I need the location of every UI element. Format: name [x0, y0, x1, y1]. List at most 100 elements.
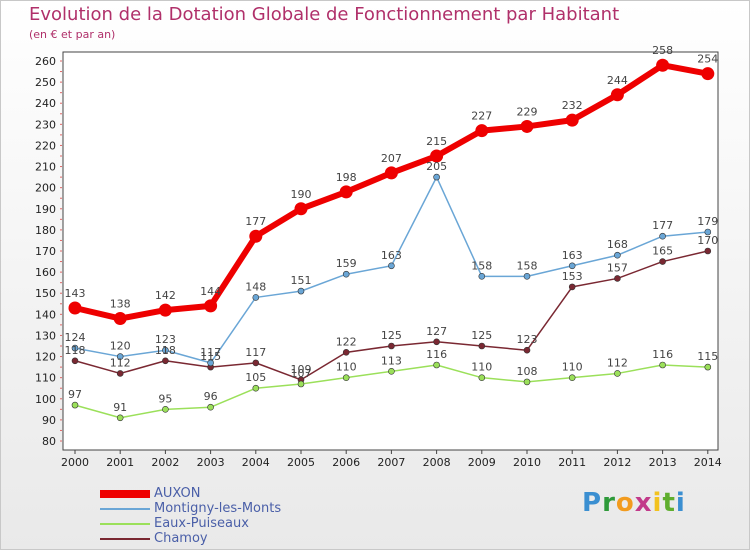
y-tick-label: 250 — [35, 76, 56, 89]
data-point-eaux-puiseaux — [478, 374, 486, 381]
data-point-auxon — [249, 229, 263, 243]
data-point-auxon — [294, 202, 308, 216]
x-tick-label: 2013 — [649, 456, 677, 469]
data-point-montigny-les-monts — [659, 232, 666, 240]
y-tick-label: 110 — [35, 372, 56, 385]
data-point-eaux-puiseaux — [614, 370, 621, 377]
data-label-chamoy: 122 — [336, 335, 357, 348]
legend-item-auxon: AUXON — [100, 486, 281, 501]
x-tick-label: 2002 — [151, 456, 179, 469]
data-label-chamoy: 157 — [607, 261, 628, 274]
data-label-chamoy: 118 — [65, 344, 86, 357]
data-point-chamoy — [568, 283, 576, 291]
data-point-auxon — [204, 299, 218, 313]
data-point-auxon — [520, 119, 534, 133]
data-label-eaux-puiseaux: 116 — [426, 348, 447, 361]
legend-label-auxon: AUXON — [154, 486, 201, 501]
data-label-chamoy: 118 — [155, 344, 176, 357]
data-label-eaux-puiseaux: 96 — [204, 390, 218, 403]
data-point-montigny-les-monts — [704, 228, 712, 236]
data-point-auxon — [565, 113, 579, 127]
data-point-chamoy — [478, 342, 486, 350]
data-point-auxon — [701, 67, 715, 81]
data-point-eaux-puiseaux — [71, 401, 79, 409]
data-label-chamoy: 153 — [562, 270, 583, 283]
legend: AUXON Montigny-les-Monts Eaux-Puiseaux C… — [100, 486, 281, 546]
legend-swatch-montigny — [100, 507, 150, 510]
data-label-montigny-les-monts: 179 — [697, 215, 718, 228]
data-point-chamoy — [433, 338, 440, 346]
data-label-auxon: 229 — [517, 105, 538, 118]
data-point-chamoy — [388, 342, 395, 350]
y-tick-label: 220 — [35, 139, 56, 152]
data-point-eaux-puiseaux — [207, 403, 214, 411]
legend-swatch-eaux-puiseaux — [100, 522, 150, 525]
data-label-auxon: 232 — [562, 99, 583, 112]
data-point-auxon — [339, 185, 353, 199]
legend-item-montigny: Montigny-les-Monts — [100, 501, 281, 516]
y-tick-label: 150 — [35, 287, 56, 300]
legend-label-chamoy: Chamoy — [154, 531, 208, 546]
data-point-auxon — [430, 149, 444, 163]
y-tick-label: 170 — [35, 245, 56, 258]
data-point-eaux-puiseaux — [297, 380, 305, 388]
x-tick-label: 2011 — [558, 456, 586, 469]
data-label-auxon: 258 — [652, 44, 673, 57]
data-label-montigny-les-monts: 148 — [245, 280, 266, 293]
data-point-chamoy — [523, 346, 531, 354]
data-point-montigny-les-monts — [568, 262, 576, 270]
data-point-eaux-puiseaux — [252, 384, 260, 392]
data-label-montigny-les-monts: 158 — [517, 259, 538, 272]
plot-area — [62, 51, 719, 451]
data-label-chamoy: 115 — [200, 350, 221, 363]
data-point-eaux-puiseaux — [388, 368, 395, 375]
data-label-auxon: 177 — [245, 215, 266, 228]
x-tick-label: 2000 — [61, 456, 89, 469]
data-label-chamoy: 125 — [471, 329, 492, 342]
data-label-montigny-les-monts: 120 — [110, 340, 131, 353]
data-point-montigny-les-monts — [71, 344, 79, 352]
x-tick-label: 2012 — [603, 456, 631, 469]
data-label-eaux-puiseaux: 107 — [291, 367, 312, 380]
y-tick-label: 100 — [35, 393, 56, 406]
x-tick-label: 2014 — [694, 456, 722, 469]
x-tick-label: 2006 — [332, 456, 360, 469]
data-label-auxon: 227 — [471, 110, 492, 123]
brand-logo: Proxiti — [582, 488, 686, 518]
y-tick-label: 140 — [35, 308, 56, 321]
data-point-montigny-les-monts — [478, 273, 486, 280]
data-point-auxon — [113, 312, 127, 326]
data-label-chamoy: 117 — [245, 346, 266, 359]
data-label-chamoy: 112 — [110, 356, 131, 369]
data-point-chamoy — [659, 258, 666, 265]
y-tick-label: 80 — [42, 435, 56, 448]
data-point-montigny-les-monts — [523, 273, 531, 280]
data-point-chamoy — [162, 357, 169, 365]
data-point-montigny-les-monts — [614, 251, 621, 259]
data-point-montigny-les-monts — [342, 270, 350, 278]
y-tick-label: 240 — [35, 97, 56, 110]
x-tick-label: 2009 — [468, 456, 496, 469]
data-point-auxon — [610, 88, 624, 102]
data-point-auxon — [475, 124, 489, 138]
data-label-chamoy: 123 — [517, 333, 538, 346]
data-label-auxon: 198 — [336, 171, 357, 184]
y-tick-label: 190 — [35, 203, 56, 216]
y-tick-label: 200 — [35, 182, 56, 195]
data-label-chamoy: 125 — [381, 329, 402, 342]
data-point-eaux-puiseaux — [659, 361, 666, 369]
data-label-eaux-puiseaux: 110 — [562, 361, 583, 374]
data-point-auxon — [68, 301, 82, 315]
data-label-montigny-les-monts: 124 — [65, 331, 86, 344]
data-point-chamoy — [704, 247, 712, 255]
data-label-montigny-les-monts: 163 — [381, 249, 402, 262]
data-label-eaux-puiseaux: 95 — [158, 392, 172, 405]
data-label-montigny-les-monts: 117 — [200, 346, 221, 359]
data-label-auxon: 142 — [155, 289, 176, 302]
chart-subtitle: (en € et par an) — [29, 28, 116, 41]
data-point-chamoy — [71, 357, 79, 365]
data-point-montigny-les-monts — [388, 262, 395, 270]
y-tick-label: 260 — [35, 55, 56, 68]
data-point-montigny-les-monts — [297, 287, 305, 295]
